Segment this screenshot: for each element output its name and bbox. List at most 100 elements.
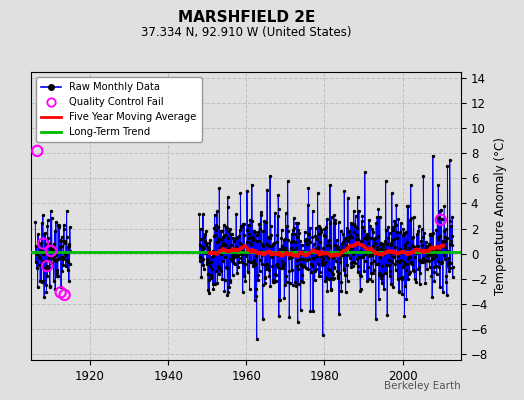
- Point: [281, 245, 290, 252]
- Point: [447, 238, 455, 245]
- Point: [430, 278, 438, 285]
- Point: [381, 270, 390, 276]
- Point: [424, 250, 432, 257]
- Point: [324, 254, 332, 261]
- Point: [304, 202, 312, 208]
- Point: [232, 211, 241, 217]
- Point: [439, 240, 447, 247]
- Point: [292, 282, 300, 289]
- Point: [389, 226, 398, 233]
- Point: [321, 258, 329, 265]
- Point: [288, 282, 297, 288]
- Point: [201, 231, 209, 238]
- Point: [223, 225, 231, 231]
- Point: [54, 248, 63, 255]
- Point: [241, 278, 249, 284]
- Point: [312, 246, 321, 252]
- Point: [219, 234, 227, 240]
- Point: [411, 250, 420, 256]
- Point: [348, 263, 357, 270]
- Point: [410, 249, 418, 255]
- Point: [379, 251, 388, 258]
- Point: [414, 247, 422, 253]
- Point: [444, 268, 453, 274]
- Point: [43, 223, 51, 229]
- Point: [445, 255, 453, 261]
- Point: [362, 250, 370, 256]
- Point: [285, 268, 293, 274]
- Point: [349, 250, 357, 257]
- Point: [324, 266, 333, 272]
- Point: [236, 227, 244, 234]
- Point: [357, 224, 366, 230]
- Point: [63, 234, 71, 240]
- Point: [419, 234, 428, 240]
- Point: [231, 247, 239, 254]
- Point: [408, 234, 416, 241]
- Point: [446, 260, 455, 267]
- Point: [284, 228, 292, 234]
- Point: [429, 153, 437, 159]
- Point: [292, 263, 301, 269]
- Point: [352, 213, 360, 219]
- Point: [34, 239, 42, 246]
- Point: [342, 242, 351, 248]
- Point: [348, 221, 356, 227]
- Point: [298, 272, 307, 278]
- Point: [280, 295, 289, 301]
- Point: [401, 242, 409, 248]
- Point: [407, 259, 415, 266]
- Point: [313, 236, 321, 243]
- Point: [47, 245, 55, 252]
- Point: [286, 249, 294, 256]
- Point: [328, 214, 336, 220]
- Point: [335, 255, 344, 261]
- Point: [257, 248, 265, 254]
- Point: [424, 258, 433, 264]
- Point: [445, 258, 454, 265]
- Point: [327, 287, 335, 294]
- Point: [204, 287, 212, 293]
- Point: [197, 274, 205, 280]
- Point: [243, 227, 252, 234]
- Point: [407, 259, 415, 265]
- Point: [218, 276, 226, 282]
- Point: [328, 253, 336, 260]
- Point: [344, 238, 352, 244]
- Point: [286, 252, 294, 258]
- Point: [305, 231, 314, 238]
- Point: [440, 203, 449, 210]
- Point: [278, 258, 286, 265]
- Point: [238, 288, 247, 295]
- Point: [52, 273, 61, 279]
- Point: [283, 223, 291, 229]
- Point: [431, 252, 440, 258]
- Point: [64, 243, 72, 250]
- Point: [63, 259, 72, 266]
- Point: [418, 241, 426, 248]
- Point: [356, 288, 364, 294]
- Point: [416, 281, 424, 288]
- Point: [372, 251, 380, 258]
- Point: [225, 284, 234, 290]
- Point: [427, 252, 435, 258]
- Point: [385, 230, 394, 236]
- Point: [381, 262, 390, 269]
- Point: [64, 278, 73, 284]
- Point: [417, 238, 425, 245]
- Point: [220, 245, 228, 252]
- Point: [296, 256, 304, 262]
- Point: [308, 263, 316, 270]
- Point: [319, 251, 327, 257]
- Point: [258, 241, 266, 247]
- Point: [285, 254, 293, 261]
- Point: [351, 242, 359, 248]
- Point: [295, 251, 303, 257]
- Point: [365, 276, 373, 282]
- Point: [439, 249, 447, 256]
- Point: [261, 262, 269, 268]
- Point: [216, 250, 224, 256]
- Point: [250, 260, 258, 266]
- Point: [48, 214, 56, 221]
- Point: [224, 234, 233, 241]
